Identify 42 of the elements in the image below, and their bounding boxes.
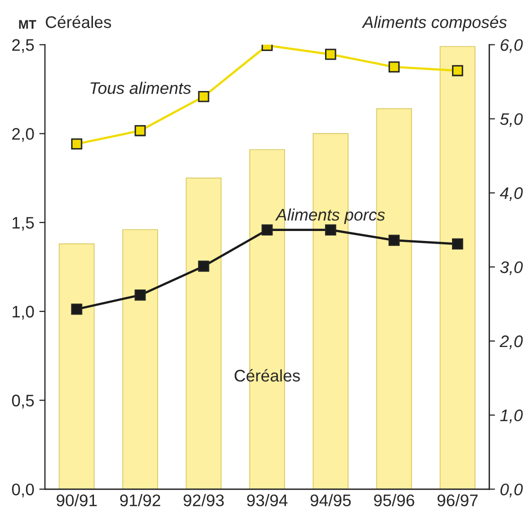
point bbox=[71, 304, 82, 315]
point bbox=[134, 290, 146, 301]
y-tick-label: 2,0 bbox=[12, 128, 34, 142]
bar bbox=[58, 243, 95, 490]
x-tick-label: 92/93 bbox=[184, 494, 224, 506]
bar bbox=[186, 178, 222, 490]
x-tick-label: 93/94 bbox=[247, 494, 288, 506]
y2-tick-label: 2,0 bbox=[500, 335, 523, 350]
y2-tick-label: 4,0 bbox=[500, 187, 523, 202]
point bbox=[198, 91, 210, 102]
y2-tick-label: 3,0 bbox=[500, 261, 523, 276]
point bbox=[71, 138, 82, 150]
x-tick-label: 96/97 bbox=[438, 494, 478, 506]
point bbox=[388, 61, 400, 72]
y-tick-label: 0,5 bbox=[12, 394, 34, 408]
y2-tick-label: 6,0 bbox=[500, 39, 523, 53]
point bbox=[198, 260, 210, 272]
point bbox=[325, 224, 336, 236]
point bbox=[325, 48, 336, 60]
point bbox=[134, 125, 146, 136]
bar bbox=[122, 229, 158, 490]
y-axis-title: Céréales bbox=[46, 16, 112, 28]
y-tick-label: 2,5 bbox=[12, 39, 34, 53]
y2-tick-label: 1,0 bbox=[500, 410, 523, 424]
point bbox=[262, 224, 273, 236]
x-tick-label: 90/91 bbox=[56, 494, 97, 506]
x-tick-label: 91/92 bbox=[120, 494, 160, 506]
series-label: Tous aliments bbox=[90, 82, 191, 94]
point bbox=[452, 65, 464, 76]
x-tick-label: 94/95 bbox=[310, 494, 351, 506]
y-tick-label: 1,0 bbox=[12, 306, 34, 320]
y2-axis-title: Aliments composés bbox=[362, 16, 507, 32]
y-tick-label: 1,5 bbox=[12, 217, 34, 231]
point bbox=[388, 234, 400, 246]
y-tick-label: 0,0 bbox=[12, 484, 34, 498]
y2-tick-label: 0,0 bbox=[500, 484, 523, 498]
point bbox=[452, 238, 464, 250]
bar bbox=[440, 46, 476, 490]
y2-tick-label: 5,0 bbox=[500, 113, 523, 127]
text: MT bbox=[19, 20, 36, 29]
series-label: Céréales bbox=[234, 369, 300, 382]
x-tick-label: 95/96 bbox=[374, 494, 414, 506]
